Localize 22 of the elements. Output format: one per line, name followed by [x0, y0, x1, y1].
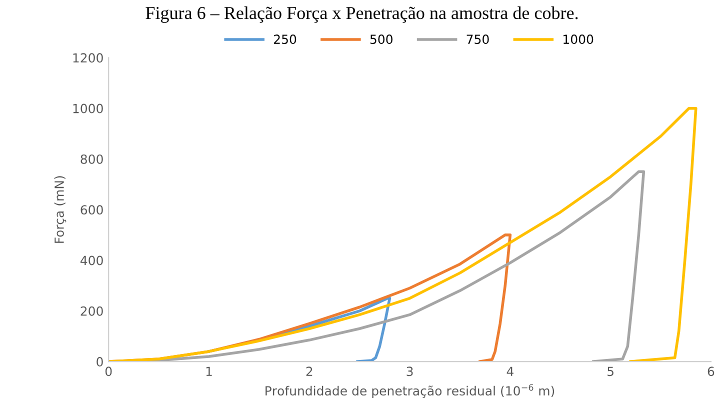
- x-tick-label: 3: [406, 366, 413, 376]
- y-tick-label: 400: [80, 256, 103, 266]
- chart-title: Figura 6 – Relação Força x Penetração na amostra de cobre.: [146, 6, 578, 23]
- y-axis-title: Força (mN): [54, 176, 66, 243]
- legend-label: 250: [274, 34, 296, 44]
- y-tick-label: 600: [80, 205, 103, 215]
- x-tick-label: 4: [506, 366, 514, 376]
- legend-label: 500: [370, 34, 392, 44]
- y-tick-label: 800: [80, 154, 103, 164]
- y-tick-label: 200: [80, 306, 103, 316]
- x-tick-label: 0: [105, 366, 112, 376]
- y-tick-label: 1000: [73, 104, 103, 114]
- x-tick-label: 1: [206, 366, 212, 376]
- x-tick-label: 2: [306, 366, 312, 376]
- y-tick-label: 0: [96, 357, 103, 366]
- x-axis-title: Profundidade de penetração residual (10$^{−6}$ m): [266, 384, 554, 398]
- y-tick-label: 1200: [73, 53, 103, 63]
- x-tick-label: 5: [608, 366, 614, 376]
- legend-label: 750: [466, 34, 489, 44]
- legend-label: 1000: [564, 34, 594, 44]
- x-tick-label: 6: [708, 366, 714, 376]
- line-series: [108, 106, 698, 362]
